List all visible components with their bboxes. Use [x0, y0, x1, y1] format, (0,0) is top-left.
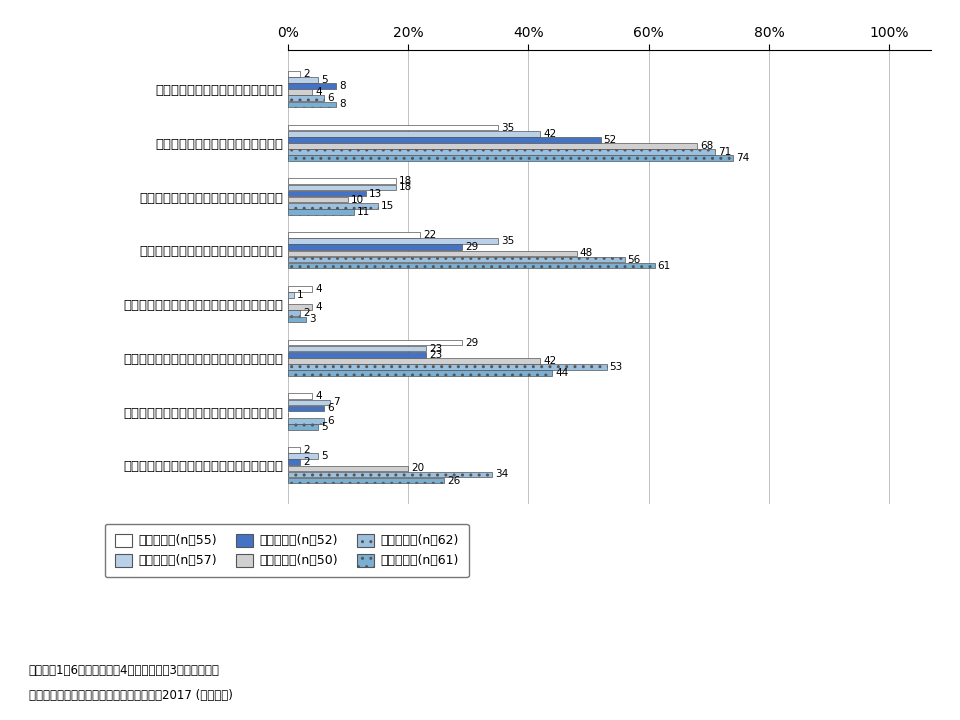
Bar: [288, 400, 330, 405]
Bar: [288, 84, 336, 89]
Text: 35: 35: [501, 122, 515, 132]
Text: 23: 23: [429, 343, 443, 354]
Bar: [288, 191, 366, 197]
Bar: [288, 96, 324, 101]
Text: 11: 11: [357, 207, 371, 217]
Bar: [288, 257, 625, 262]
Bar: [288, 156, 732, 161]
Text: 18: 18: [399, 176, 413, 186]
Text: 2: 2: [303, 457, 310, 467]
Text: 56: 56: [628, 254, 641, 264]
Text: 6: 6: [327, 94, 334, 103]
Text: 4: 4: [315, 302, 322, 312]
Text: 2: 2: [303, 308, 310, 318]
Text: 52: 52: [604, 135, 617, 145]
Text: 22: 22: [423, 230, 437, 240]
Text: 5: 5: [321, 75, 327, 85]
Bar: [288, 286, 312, 292]
Text: 26: 26: [447, 476, 461, 485]
Text: 20: 20: [411, 464, 424, 473]
Text: 7: 7: [333, 397, 340, 408]
Bar: [288, 424, 318, 430]
Bar: [288, 364, 607, 370]
Bar: [288, 238, 498, 244]
Bar: [288, 263, 655, 269]
Text: 48: 48: [580, 248, 592, 258]
Bar: [288, 89, 312, 95]
Bar: [288, 203, 378, 209]
Bar: [288, 197, 348, 202]
Bar: [288, 102, 336, 107]
Bar: [288, 184, 396, 190]
Bar: [288, 393, 312, 399]
Bar: [288, 447, 300, 453]
Bar: [288, 310, 300, 316]
Text: 44: 44: [556, 368, 568, 378]
Bar: [288, 317, 306, 322]
Text: 35: 35: [501, 236, 515, 246]
Text: 5: 5: [321, 451, 327, 461]
Bar: [288, 179, 396, 184]
Bar: [288, 125, 498, 130]
Text: 4: 4: [315, 391, 322, 401]
Bar: [288, 209, 354, 215]
Bar: [288, 340, 463, 346]
Text: 23: 23: [429, 350, 443, 360]
Bar: [288, 131, 540, 137]
Text: 34: 34: [495, 469, 509, 480]
Legend: 小学４年生(n＝55), 小学５年生(n＝57), 小学６年生(n＝52), 中学１年生(n＝50), 中学２年生(n＝62), 中学３年生(n＝61): 小学４年生(n＝55), 小学５年生(n＝57), 小学６年生(n＝52), 中…: [105, 524, 468, 577]
Bar: [288, 233, 420, 238]
Text: 8: 8: [339, 99, 346, 109]
Bar: [288, 77, 318, 83]
Text: 29: 29: [466, 242, 479, 252]
Text: 13: 13: [370, 189, 382, 199]
Text: 3: 3: [309, 315, 316, 325]
Text: 42: 42: [543, 129, 557, 139]
Text: 29: 29: [466, 338, 479, 348]
Text: 6: 6: [327, 415, 334, 426]
Bar: [288, 370, 553, 376]
Text: 53: 53: [610, 362, 623, 372]
Text: 6: 6: [327, 403, 334, 413]
Bar: [288, 251, 577, 256]
Text: 68: 68: [700, 141, 713, 151]
Text: 71: 71: [718, 147, 732, 157]
Bar: [288, 466, 408, 471]
Bar: [288, 454, 318, 459]
Bar: [288, 346, 426, 351]
Text: 61: 61: [658, 261, 671, 271]
Text: 18: 18: [399, 182, 413, 192]
Bar: [288, 71, 300, 76]
Bar: [288, 418, 324, 423]
Bar: [288, 358, 540, 364]
Text: 42: 42: [543, 356, 557, 366]
Text: 74: 74: [735, 153, 749, 163]
Text: 2: 2: [303, 445, 310, 455]
Bar: [288, 472, 492, 477]
Bar: [288, 292, 294, 297]
Bar: [288, 478, 444, 483]
Text: 10: 10: [351, 194, 364, 204]
Text: 15: 15: [381, 201, 395, 211]
Bar: [288, 245, 463, 250]
Bar: [288, 352, 426, 358]
Text: 1: 1: [297, 290, 303, 300]
Bar: [288, 459, 300, 465]
Bar: [288, 305, 312, 310]
Text: 4: 4: [315, 284, 322, 294]
Bar: [288, 137, 601, 143]
Bar: [288, 149, 715, 155]
Text: 注：関東1都6県在住の小学4年生〜中学生3年生が回答。: 注：関東1都6県在住の小学4年生〜中学生3年生が回答。: [29, 664, 220, 677]
Text: 2: 2: [303, 69, 310, 78]
Text: 4: 4: [315, 87, 322, 97]
Bar: [288, 143, 697, 149]
Text: 出所：子どものケータイ利用に関する調査2017 (訪問面接): 出所：子どものケータイ利用に関する調査2017 (訪問面接): [29, 689, 232, 702]
Text: 5: 5: [321, 422, 327, 432]
Bar: [288, 405, 324, 411]
Text: 8: 8: [339, 81, 346, 91]
